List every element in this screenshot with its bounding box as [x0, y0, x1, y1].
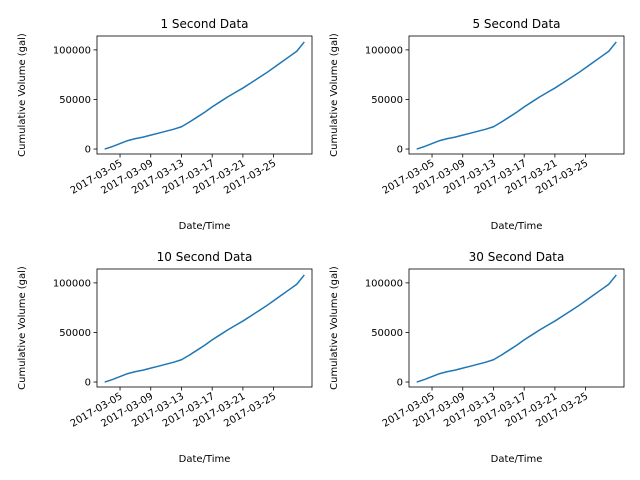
y-tick-label: 0: [397, 145, 403, 156]
y-tick-label: 100000: [365, 45, 403, 56]
y-tick-label: 100000: [53, 278, 91, 289]
y-axis-label: Cumulative Volume (gal): [329, 33, 340, 157]
axes-frame: [408, 268, 625, 388]
y-tick-label: 50000: [59, 95, 91, 106]
x-axis-label: Date/Time: [491, 454, 543, 465]
axes-frame: [96, 268, 313, 388]
y-axis-label: Cumulative Volume (gal): [329, 266, 340, 390]
series-line-1: [104, 41, 305, 150]
series-line-1: [416, 41, 617, 150]
series-line-1: [416, 274, 617, 383]
x-axis-label: Date/Time: [491, 221, 543, 232]
y-axis-label: Cumulative Volume (gal): [17, 33, 28, 157]
axes-frame: [408, 35, 625, 155]
subplot-title: 30 Second Data: [469, 250, 565, 264]
subplot-title: 10 Second Data: [157, 250, 253, 264]
y-axis-label: Cumulative Volume (gal): [17, 266, 28, 390]
axes-frame: [96, 35, 313, 155]
y-tick-label: 50000: [371, 328, 403, 339]
subplot-title: 5 Second Data: [472, 17, 560, 31]
y-tick-label: 0: [397, 378, 403, 389]
y-tick-label: 50000: [371, 95, 403, 106]
x-axis-label: Date/Time: [179, 454, 231, 465]
y-tick-label: 100000: [53, 45, 91, 56]
y-tick-label: 100000: [365, 278, 403, 289]
y-tick-label: 50000: [59, 328, 91, 339]
series-line-1: [104, 274, 305, 383]
y-tick-label: 0: [85, 378, 91, 389]
y-tick-label: 0: [85, 145, 91, 156]
subplot-title: 1 Second Data: [160, 17, 248, 31]
x-axis-label: Date/Time: [179, 221, 231, 232]
